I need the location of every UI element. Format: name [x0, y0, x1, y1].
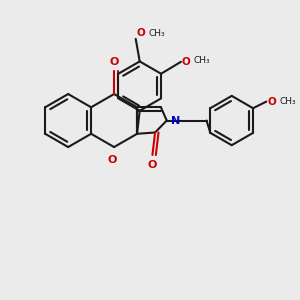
- Text: O: O: [137, 28, 146, 38]
- Text: O: O: [107, 155, 117, 165]
- Text: CH₃: CH₃: [194, 56, 210, 65]
- Text: O: O: [267, 97, 276, 106]
- Text: O: O: [148, 160, 157, 170]
- Text: O: O: [110, 57, 119, 67]
- Text: CH₃: CH₃: [279, 97, 296, 106]
- Text: CH₃: CH₃: [148, 29, 165, 38]
- Text: N: N: [171, 116, 180, 125]
- Text: O: O: [182, 57, 191, 67]
